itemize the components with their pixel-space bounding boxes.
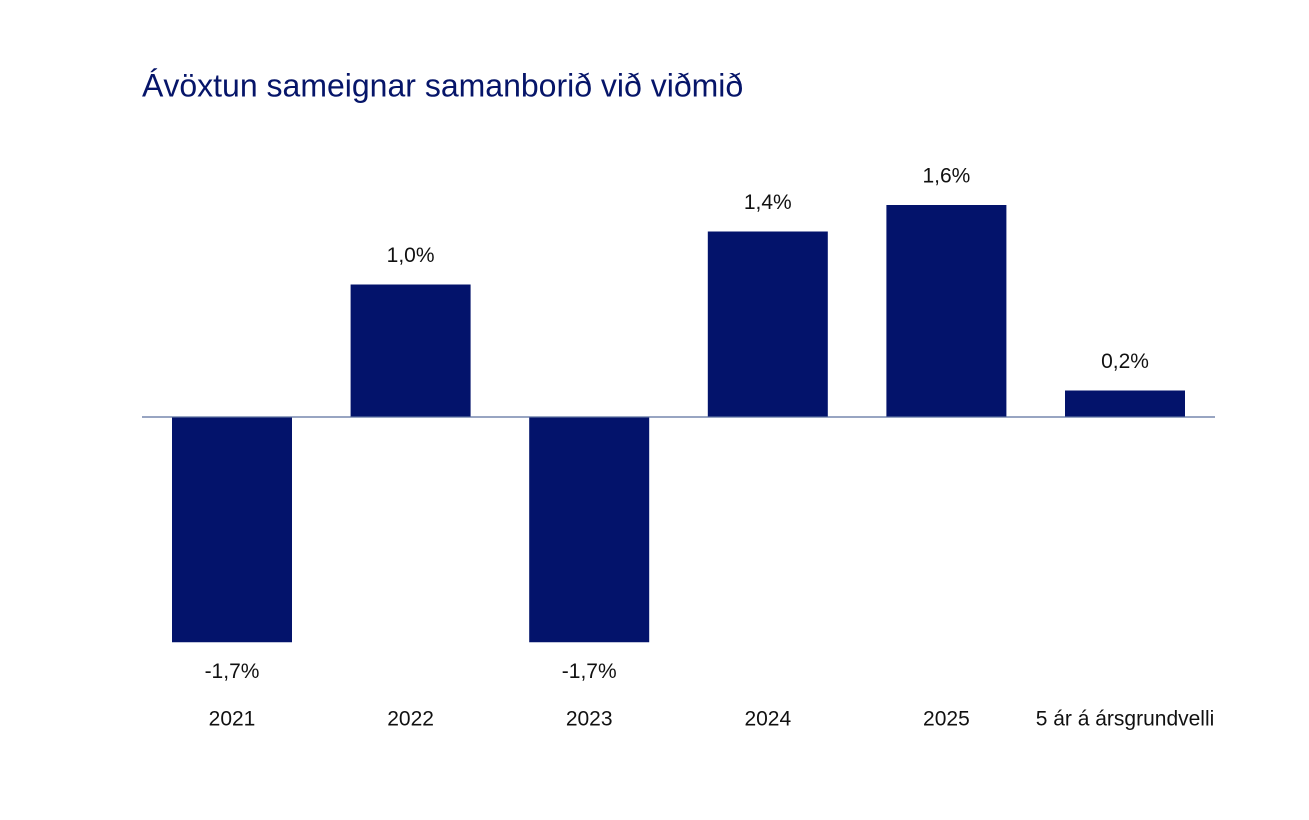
x-tick-label: 2022 (387, 708, 434, 731)
bar (1065, 390, 1185, 417)
x-tick-label: 2023 (566, 708, 613, 731)
bar (529, 417, 650, 643)
chart-title: Ávöxtun sameignar samanborið við viðmið (142, 67, 743, 103)
value-label: -1,7% (562, 660, 617, 683)
bar (707, 231, 828, 417)
x-tick-label: 5 ár á ársgrundvelli (1036, 708, 1215, 731)
value-label: 1,6% (922, 165, 970, 188)
value-label: 1,4% (744, 191, 792, 214)
x-tick-label: 2024 (744, 708, 791, 731)
bar (886, 205, 1007, 417)
bar (172, 417, 292, 643)
x-tick-label: 2025 (923, 708, 970, 731)
value-label: 0,2% (1101, 350, 1149, 373)
x-tick-label: 2021 (209, 708, 256, 731)
value-label: 1,0% (387, 244, 435, 267)
bar (350, 284, 471, 417)
value-label: -1,7% (205, 660, 260, 683)
